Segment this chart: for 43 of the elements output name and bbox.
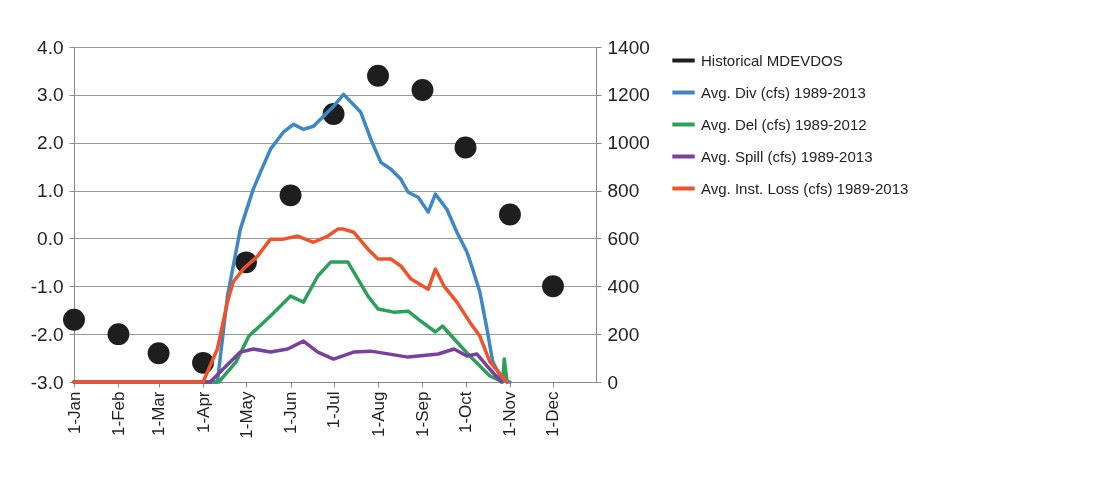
x-tick-label: 1-Feb [108, 391, 128, 436]
legend-label: Avg. Inst. Loss (cfs) 1989-2013 [701, 179, 909, 197]
x-tick-label: 1-Jul [324, 391, 344, 429]
y-tick-label: -3.0 [30, 371, 64, 393]
y-tick-label: 1.0 [37, 180, 64, 202]
x-tick-label: 1-Mar [149, 391, 169, 436]
y2-tick-label: 1200 [607, 84, 650, 106]
point [279, 184, 302, 207]
point [411, 79, 434, 101]
y2-tick-label: 1000 [607, 132, 650, 154]
y2-tick-label: 400 [607, 275, 640, 297]
point [63, 308, 85, 331]
y2-tick-label: 800 [607, 180, 640, 202]
y2-tick-label: 1400 [607, 36, 650, 58]
x-tick-label: 1-Apr [193, 391, 213, 434]
point [147, 342, 170, 365]
line-series [72, 227, 509, 384]
y2-tick-label: 200 [607, 323, 640, 345]
y2-tick-label: 0 [607, 371, 619, 393]
y-tick-label: 2.0 [37, 132, 64, 154]
y-tick-label: 0.0 [37, 227, 64, 249]
x-tick-label: 1-May [236, 391, 256, 439]
legend-label: Avg. Del (cfs) 1989-2012 [701, 115, 867, 133]
point [499, 203, 521, 226]
y-tick-label: 4.0 [37, 36, 64, 58]
legend-label: Avg. Spill (cfs) 1989-2013 [701, 147, 873, 165]
y-tick-label: -1.0 [30, 275, 64, 297]
y-tick-label: 3.0 [37, 84, 64, 106]
x-tick-label: 1-Aug [368, 391, 388, 437]
x-tick-label: 1-Dec [543, 391, 563, 437]
x-tick-label: 1-Sep [412, 391, 432, 437]
point [107, 323, 130, 346]
point [367, 64, 389, 87]
y2-tick-label: 600 [607, 227, 640, 249]
x-tick-label: 1-Oct [456, 391, 475, 434]
legend-label: Historical MDEVDOS [701, 51, 843, 69]
point [454, 136, 477, 159]
point [542, 275, 564, 298]
y-tick-label: -2.0 [30, 323, 64, 345]
legend-label: Avg. Div (cfs) 1989-2013 [701, 83, 866, 101]
x-tick-label: 1-Jun [281, 391, 301, 435]
x-tick-label: 1-Nov [500, 391, 520, 437]
x-tick-label: 1-Jan [64, 391, 84, 435]
